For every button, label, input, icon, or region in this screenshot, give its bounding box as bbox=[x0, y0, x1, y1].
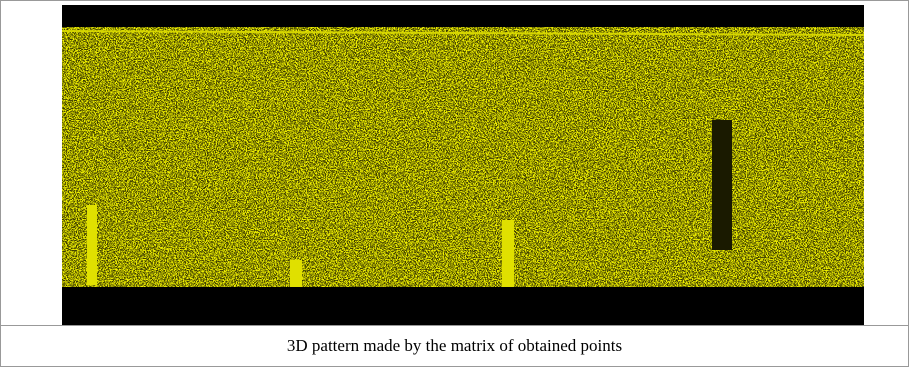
top-band bbox=[62, 5, 864, 27]
point-cloud-image bbox=[62, 5, 864, 325]
post bbox=[87, 205, 97, 285]
post bbox=[290, 260, 302, 287]
figure-caption: 3D pattern made by the matrix of obtaine… bbox=[0, 326, 909, 366]
ground bbox=[62, 287, 864, 325]
post bbox=[502, 220, 514, 295]
point-noise-dense bbox=[62, 27, 864, 287]
page: 3D pattern made by the matrix of obtaine… bbox=[0, 0, 909, 367]
structure bbox=[712, 120, 732, 250]
